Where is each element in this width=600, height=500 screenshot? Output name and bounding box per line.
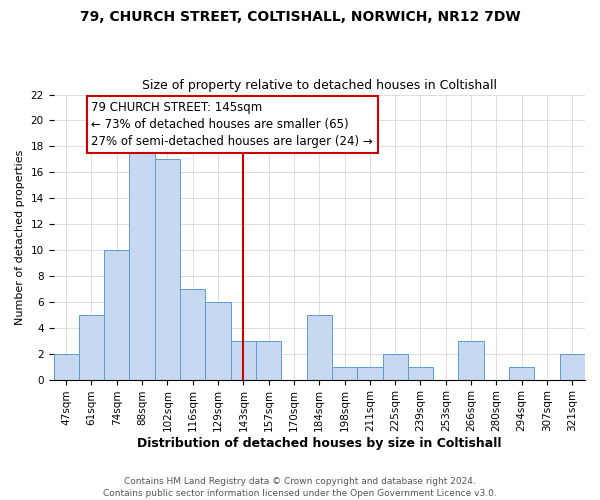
Bar xyxy=(458,340,484,380)
Bar xyxy=(509,366,535,380)
Bar xyxy=(205,302,230,380)
Bar xyxy=(180,289,205,380)
Bar xyxy=(332,366,357,380)
Bar xyxy=(53,354,79,380)
Bar xyxy=(256,340,281,380)
Bar xyxy=(357,366,383,380)
Bar xyxy=(560,354,585,380)
Title: Size of property relative to detached houses in Coltishall: Size of property relative to detached ho… xyxy=(142,79,497,92)
Y-axis label: Number of detached properties: Number of detached properties xyxy=(15,150,25,325)
Bar xyxy=(79,315,104,380)
Bar xyxy=(408,366,433,380)
Bar xyxy=(383,354,408,380)
Bar xyxy=(230,340,256,380)
Text: Contains HM Land Registry data © Crown copyright and database right 2024.
Contai: Contains HM Land Registry data © Crown c… xyxy=(103,476,497,498)
Text: 79 CHURCH STREET: 145sqm
← 73% of detached houses are smaller (65)
27% of semi-d: 79 CHURCH STREET: 145sqm ← 73% of detach… xyxy=(91,101,373,148)
Bar xyxy=(130,146,155,380)
Bar xyxy=(104,250,130,380)
Text: 79, CHURCH STREET, COLTISHALL, NORWICH, NR12 7DW: 79, CHURCH STREET, COLTISHALL, NORWICH, … xyxy=(80,10,520,24)
Bar xyxy=(307,315,332,380)
X-axis label: Distribution of detached houses by size in Coltishall: Distribution of detached houses by size … xyxy=(137,437,502,450)
Bar xyxy=(155,160,180,380)
